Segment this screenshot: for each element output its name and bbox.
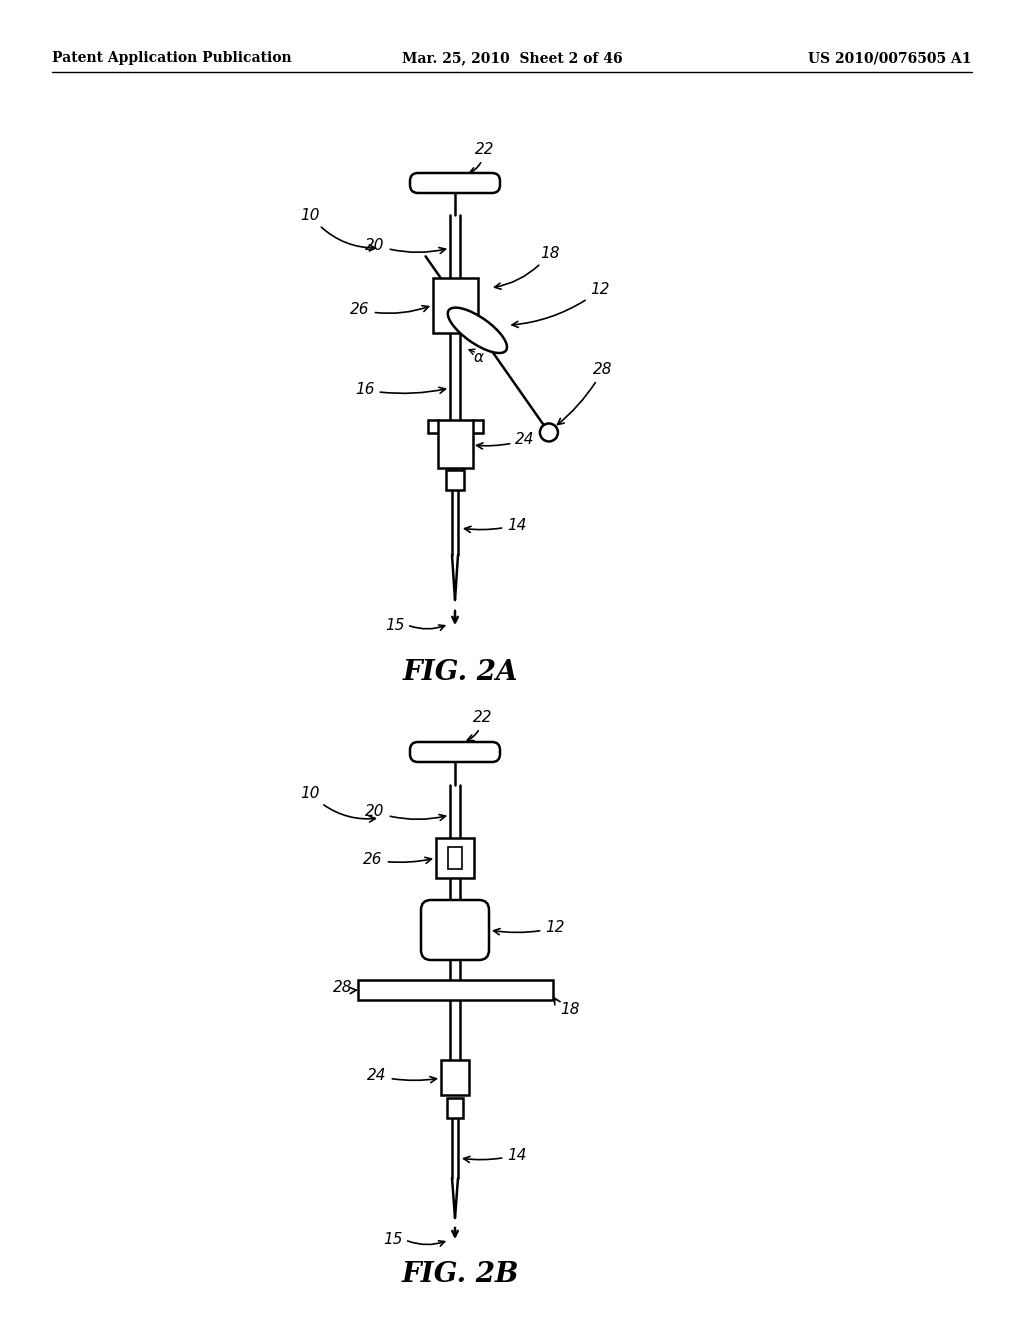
- Text: 22: 22: [469, 143, 495, 173]
- Text: 10: 10: [300, 207, 376, 251]
- Bar: [436, 838, 474, 878]
- Text: 15: 15: [385, 618, 404, 632]
- Text: 28: 28: [333, 981, 356, 995]
- Text: FIG. 2A: FIG. 2A: [402, 659, 518, 685]
- Ellipse shape: [447, 308, 507, 352]
- Text: 16: 16: [355, 383, 445, 397]
- Text: 14: 14: [465, 517, 526, 532]
- Text: 28: 28: [557, 363, 612, 425]
- Bar: [449, 847, 462, 869]
- Text: US 2010/0076505 A1: US 2010/0076505 A1: [809, 51, 972, 65]
- Text: 10: 10: [300, 785, 376, 822]
- Text: 20: 20: [366, 804, 445, 821]
- Text: $\alpha$: $\alpha$: [473, 351, 484, 366]
- Text: 22: 22: [467, 710, 493, 741]
- Bar: [441, 1060, 469, 1096]
- Text: 24: 24: [476, 433, 535, 449]
- Text: 20: 20: [366, 238, 445, 253]
- Bar: [447, 1098, 463, 1118]
- Text: 26: 26: [350, 302, 429, 318]
- Text: 12: 12: [494, 920, 565, 936]
- Bar: [357, 979, 553, 1001]
- FancyBboxPatch shape: [421, 900, 489, 960]
- Circle shape: [540, 424, 558, 441]
- Text: 24: 24: [368, 1068, 436, 1084]
- Text: 15: 15: [383, 1233, 402, 1247]
- Bar: [446, 470, 464, 490]
- Bar: [437, 420, 472, 469]
- Text: Patent Application Publication: Patent Application Publication: [52, 51, 292, 65]
- Text: Mar. 25, 2010  Sheet 2 of 46: Mar. 25, 2010 Sheet 2 of 46: [401, 51, 623, 65]
- Text: 18: 18: [554, 998, 580, 1018]
- Text: FIG. 2B: FIG. 2B: [401, 1262, 519, 1288]
- Text: 12: 12: [512, 282, 609, 327]
- Bar: [432, 279, 477, 333]
- Text: 18: 18: [495, 246, 560, 289]
- Text: 26: 26: [364, 853, 431, 867]
- FancyBboxPatch shape: [410, 742, 500, 762]
- Text: 14: 14: [464, 1147, 526, 1163]
- FancyBboxPatch shape: [410, 173, 500, 193]
